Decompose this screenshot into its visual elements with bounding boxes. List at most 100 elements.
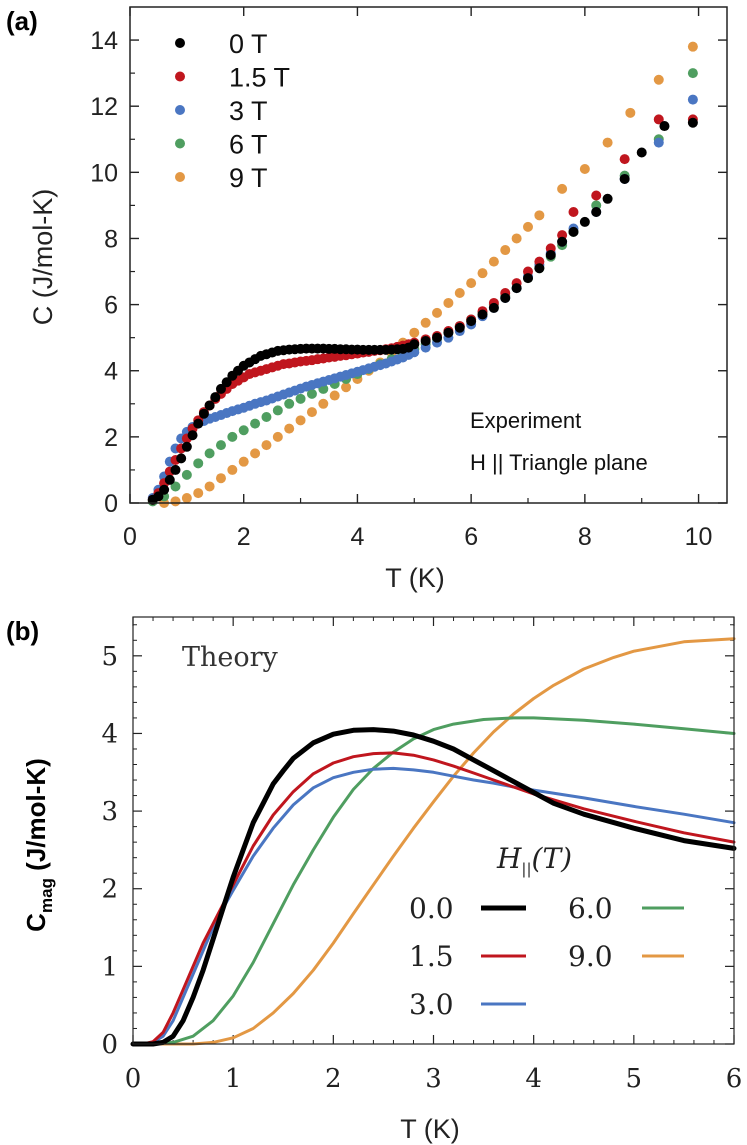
legend-label: 9.0 bbox=[568, 940, 613, 973]
legend-label: 3 T bbox=[229, 96, 268, 126]
data-point-0T bbox=[534, 263, 545, 274]
legend-marker-1-5T bbox=[175, 71, 185, 82]
panel-a-points bbox=[147, 41, 698, 508]
data-point-6T bbox=[306, 388, 317, 399]
data-point-0T bbox=[170, 464, 181, 475]
panel-a-ytick-label: 10 bbox=[90, 159, 118, 187]
data-point-9T bbox=[443, 297, 454, 308]
panel-a-ylabel-group: C (J/mol-K) bbox=[28, 189, 58, 326]
legend-marker-0T bbox=[175, 38, 185, 48]
data-point-0T bbox=[153, 491, 164, 502]
data-point-0T bbox=[602, 193, 613, 204]
data-point-9T bbox=[341, 382, 352, 393]
panel-b: (b) Cmag (J/mol-K) T (K) 0 1 2 3 4 5 6 0 1 2 3 4 5 T… bbox=[6, 616, 742, 1144]
data-point-0T bbox=[579, 216, 590, 227]
panel-a-legend: 0 T 1.5 T3 T 6 T9 T bbox=[175, 29, 290, 193]
data-point-9T bbox=[250, 448, 261, 459]
data-point-0T bbox=[523, 273, 533, 284]
data-point-9T bbox=[432, 307, 443, 318]
data-point-0T bbox=[164, 474, 175, 485]
data-point-9T bbox=[687, 41, 698, 52]
data-point-0T bbox=[545, 250, 556, 260]
panel-b-lines bbox=[130, 637, 737, 1047]
legend-marker-9T bbox=[175, 172, 185, 182]
data-point-9T bbox=[181, 493, 192, 504]
data-point-6T bbox=[261, 412, 272, 423]
data-point-9T bbox=[204, 481, 215, 492]
data-point-0T bbox=[432, 332, 443, 343]
data-point-0T bbox=[159, 484, 170, 495]
series-line-0-0 bbox=[130, 727, 737, 1047]
data-point-9T bbox=[284, 423, 295, 434]
data-point-9T bbox=[409, 327, 420, 338]
legend-label: 3.0 bbox=[409, 988, 454, 1021]
panel-b-frame bbox=[132, 616, 735, 1045]
data-point-9T bbox=[329, 390, 340, 401]
panel-b-ytick-label: 5 bbox=[101, 642, 118, 672]
data-point-6T bbox=[204, 448, 215, 459]
panel-a-xtick-label: 6 bbox=[464, 523, 478, 551]
data-point-9T bbox=[653, 74, 664, 85]
legend-label: 0 T bbox=[229, 29, 268, 59]
panel-b-xlabel: T (K) bbox=[400, 1114, 460, 1144]
data-point-9T bbox=[511, 233, 522, 244]
panel-a-ticks: 0 2 4 6 8 10 0 2 4 6 8 10 12 14 bbox=[90, 7, 727, 551]
data-point-9T bbox=[466, 278, 477, 289]
data-point-0T bbox=[443, 327, 454, 338]
data-point-0T bbox=[454, 322, 465, 333]
panel-a-xtick-label: 4 bbox=[350, 523, 364, 551]
panel-a-ytick-label: 8 bbox=[104, 225, 118, 253]
data-point-3T bbox=[687, 94, 698, 105]
data-point-9T bbox=[193, 488, 204, 499]
data-point-6T bbox=[295, 393, 306, 404]
legend-marker-6T bbox=[175, 138, 185, 149]
panel-a-label: (a) bbox=[6, 6, 38, 36]
data-point-0T bbox=[488, 302, 499, 313]
series-line-1-5 bbox=[131, 751, 736, 1046]
data-point-0T bbox=[198, 408, 209, 419]
data-point-0T bbox=[409, 339, 420, 350]
legend-label: 0.0 bbox=[409, 892, 454, 925]
data-point-0T bbox=[568, 226, 579, 237]
data-point-0T bbox=[619, 173, 630, 184]
legend-label: 1.5 T bbox=[229, 63, 290, 93]
panel-b-ytick-label: 2 bbox=[101, 875, 118, 905]
data-point-9T bbox=[523, 221, 533, 232]
panel-a-xlabel: T (K) bbox=[385, 563, 445, 593]
panel-a: (a) C (J/mol-K) T (K) 0 2 4 6 8 10 0 2 4 6 8 10 12 14… bbox=[6, 6, 728, 593]
data-point-9T bbox=[238, 456, 249, 467]
data-point-9T bbox=[272, 431, 283, 442]
data-point-9T bbox=[295, 415, 306, 426]
panel-a-ytick-label: 4 bbox=[104, 358, 118, 386]
data-point-0T bbox=[215, 383, 226, 394]
panel-a-annotation-1: Experiment bbox=[470, 408, 581, 433]
panel-b-xtick-label: 6 bbox=[726, 1064, 743, 1094]
data-point-6T bbox=[227, 431, 238, 442]
data-point-6T bbox=[170, 481, 181, 492]
panel-b-ylabel: Cmag (J/mol-K) bbox=[21, 758, 56, 932]
panel-a-xtick-label: 0 bbox=[123, 523, 137, 551]
data-point-0T bbox=[466, 316, 477, 327]
data-point-9T bbox=[557, 183, 568, 194]
data-point-1-5T bbox=[619, 154, 630, 165]
data-point-0T bbox=[181, 441, 192, 452]
panel-b-annotation: Theory bbox=[182, 642, 279, 673]
panel-a-xtick-label: 2 bbox=[237, 523, 251, 551]
data-point-6T bbox=[193, 458, 204, 469]
data-point-6T bbox=[181, 469, 192, 480]
panel-a-ytick-label: 12 bbox=[90, 93, 118, 121]
data-point-0T bbox=[176, 453, 187, 464]
data-point-0T bbox=[636, 147, 647, 158]
data-point-9T bbox=[625, 107, 636, 118]
panel-b-xtick-label: 2 bbox=[325, 1064, 342, 1094]
data-point-0T bbox=[193, 418, 204, 429]
panel-a-frame bbox=[129, 6, 728, 504]
data-point-6T bbox=[687, 68, 698, 79]
data-point-9T bbox=[579, 164, 590, 175]
panel-b-label: (b) bbox=[6, 616, 39, 646]
panel-b-ytick-label: 1 bbox=[101, 952, 118, 982]
data-point-0T bbox=[204, 400, 215, 411]
legend-label: 6 T bbox=[229, 130, 268, 160]
data-point-6T bbox=[238, 425, 249, 436]
